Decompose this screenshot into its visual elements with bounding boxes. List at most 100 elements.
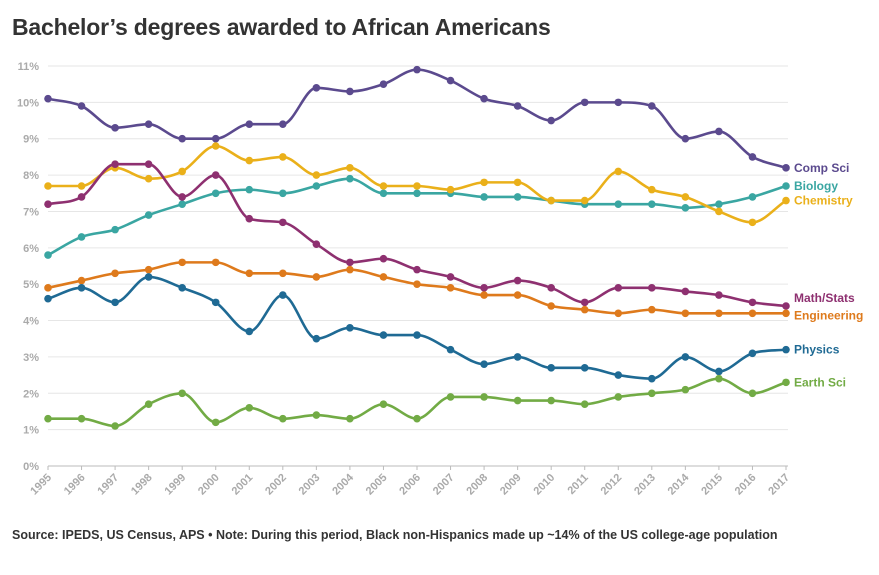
data-point-comp-sci[interactable] bbox=[614, 98, 623, 107]
data-point-chemistry[interactable] bbox=[614, 167, 623, 176]
data-point-math-stats[interactable] bbox=[346, 258, 354, 267]
data-point-biology[interactable] bbox=[379, 189, 388, 198]
data-point-math-stats[interactable] bbox=[413, 265, 421, 274]
data-point-comp-sci[interactable] bbox=[144, 120, 153, 128]
data-point-engineering[interactable] bbox=[748, 309, 757, 318]
data-point-biology[interactable] bbox=[111, 225, 119, 234]
data-point-earth-sci[interactable] bbox=[279, 414, 287, 423]
data-point-chemistry[interactable] bbox=[144, 174, 153, 183]
data-point-biology[interactable] bbox=[513, 193, 522, 201]
data-point-earth-sci[interactable] bbox=[715, 374, 723, 383]
data-point-earth-sci[interactable] bbox=[379, 400, 388, 408]
data-point-chemistry[interactable] bbox=[480, 178, 488, 187]
data-point-physics[interactable] bbox=[648, 374, 656, 383]
data-point-biology[interactable] bbox=[312, 182, 321, 190]
data-point-earth-sci[interactable] bbox=[44, 414, 52, 423]
data-point-comp-sci[interactable] bbox=[211, 134, 220, 143]
data-point-physics[interactable] bbox=[782, 345, 790, 354]
data-point-earth-sci[interactable] bbox=[211, 418, 220, 427]
data-point-biology[interactable] bbox=[144, 211, 153, 219]
data-point-comp-sci[interactable] bbox=[547, 116, 555, 125]
data-point-engineering[interactable] bbox=[413, 280, 421, 288]
data-point-physics[interactable] bbox=[513, 353, 522, 361]
data-point-engineering[interactable] bbox=[77, 276, 86, 285]
data-point-biology[interactable] bbox=[245, 185, 254, 194]
data-point-earth-sci[interactable] bbox=[748, 389, 757, 398]
data-point-physics[interactable] bbox=[346, 324, 354, 332]
data-point-math-stats[interactable] bbox=[44, 200, 52, 208]
data-point-comp-sci[interactable] bbox=[178, 134, 186, 143]
data-point-physics[interactable] bbox=[547, 364, 555, 372]
data-point-biology[interactable] bbox=[681, 204, 690, 212]
data-point-comp-sci[interactable] bbox=[111, 124, 119, 132]
data-point-physics[interactable] bbox=[413, 331, 421, 339]
data-point-chemistry[interactable] bbox=[580, 196, 589, 205]
data-point-engineering[interactable] bbox=[144, 265, 153, 274]
data-point-math-stats[interactable] bbox=[211, 171, 220, 179]
data-point-engineering[interactable] bbox=[648, 305, 656, 314]
data-point-engineering[interactable] bbox=[681, 309, 690, 318]
data-point-earth-sci[interactable] bbox=[413, 414, 421, 423]
data-point-earth-sci[interactable] bbox=[144, 400, 153, 408]
data-point-chemistry[interactable] bbox=[77, 182, 86, 190]
data-point-math-stats[interactable] bbox=[111, 160, 119, 168]
data-point-math-stats[interactable] bbox=[580, 298, 589, 307]
data-point-physics[interactable] bbox=[77, 284, 86, 292]
data-point-comp-sci[interactable] bbox=[748, 153, 757, 161]
data-point-biology[interactable] bbox=[279, 189, 287, 198]
data-point-engineering[interactable] bbox=[782, 309, 790, 318]
data-point-math-stats[interactable] bbox=[245, 214, 254, 223]
data-point-chemistry[interactable] bbox=[346, 164, 354, 172]
data-point-earth-sci[interactable] bbox=[312, 411, 321, 419]
data-point-math-stats[interactable] bbox=[782, 302, 790, 310]
data-point-comp-sci[interactable] bbox=[480, 94, 488, 103]
data-point-math-stats[interactable] bbox=[480, 284, 488, 292]
data-point-chemistry[interactable] bbox=[446, 185, 455, 194]
data-point-biology[interactable] bbox=[648, 200, 656, 208]
data-point-chemistry[interactable] bbox=[44, 182, 52, 190]
data-point-biology[interactable] bbox=[211, 189, 220, 198]
data-point-comp-sci[interactable] bbox=[681, 134, 690, 143]
data-point-comp-sci[interactable] bbox=[379, 80, 388, 88]
data-point-comp-sci[interactable] bbox=[513, 102, 522, 110]
data-point-engineering[interactable] bbox=[715, 309, 723, 318]
data-point-engineering[interactable] bbox=[111, 269, 119, 278]
data-point-chemistry[interactable] bbox=[547, 196, 555, 205]
data-point-engineering[interactable] bbox=[446, 284, 455, 292]
data-point-engineering[interactable] bbox=[211, 258, 220, 267]
data-point-earth-sci[interactable] bbox=[614, 393, 623, 401]
data-point-chemistry[interactable] bbox=[648, 185, 656, 194]
data-point-engineering[interactable] bbox=[614, 309, 623, 318]
data-point-comp-sci[interactable] bbox=[715, 127, 723, 136]
data-point-earth-sci[interactable] bbox=[513, 396, 522, 405]
data-point-chemistry[interactable] bbox=[748, 218, 757, 227]
data-point-earth-sci[interactable] bbox=[178, 389, 186, 398]
data-point-physics[interactable] bbox=[44, 294, 52, 303]
data-point-engineering[interactable] bbox=[580, 305, 589, 314]
data-point-engineering[interactable] bbox=[245, 269, 254, 278]
data-point-comp-sci[interactable] bbox=[782, 164, 790, 172]
data-point-earth-sci[interactable] bbox=[648, 389, 656, 398]
data-point-engineering[interactable] bbox=[44, 284, 52, 292]
data-point-physics[interactable] bbox=[144, 273, 153, 281]
data-point-math-stats[interactable] bbox=[681, 287, 690, 296]
data-point-physics[interactable] bbox=[111, 298, 119, 307]
data-point-comp-sci[interactable] bbox=[580, 98, 589, 107]
data-point-biology[interactable] bbox=[782, 182, 790, 190]
data-point-engineering[interactable] bbox=[480, 291, 488, 299]
data-point-math-stats[interactable] bbox=[178, 193, 186, 201]
data-point-biology[interactable] bbox=[614, 200, 623, 208]
data-point-chemistry[interactable] bbox=[245, 156, 254, 165]
data-point-engineering[interactable] bbox=[547, 302, 555, 310]
data-point-engineering[interactable] bbox=[379, 273, 388, 281]
data-point-biology[interactable] bbox=[178, 200, 186, 208]
data-point-biology[interactable] bbox=[413, 189, 421, 198]
data-point-chemistry[interactable] bbox=[178, 167, 186, 176]
data-point-math-stats[interactable] bbox=[279, 218, 287, 227]
data-point-physics[interactable] bbox=[446, 345, 455, 354]
data-point-engineering[interactable] bbox=[346, 265, 354, 274]
data-point-biology[interactable] bbox=[748, 193, 757, 201]
data-point-comp-sci[interactable] bbox=[648, 102, 656, 110]
data-point-comp-sci[interactable] bbox=[44, 94, 52, 103]
data-point-biology[interactable] bbox=[480, 193, 488, 201]
